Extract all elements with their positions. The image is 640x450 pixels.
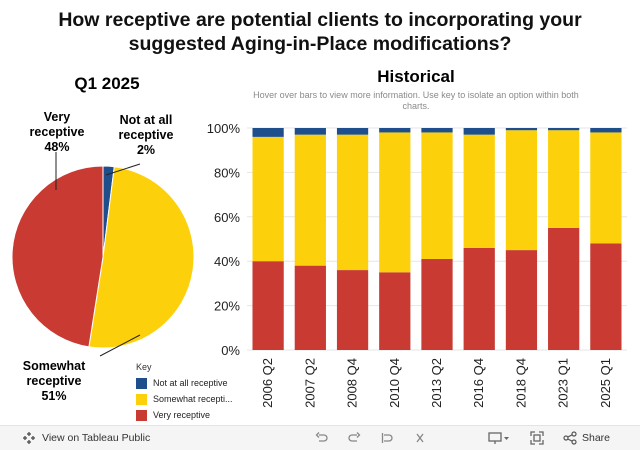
bar-segment-very-receptive[interactable] [421, 258, 453, 350]
undo-icon [315, 432, 328, 442]
share-button[interactable]: Share [563, 426, 610, 450]
fullscreen-button[interactable] [530, 430, 544, 446]
y-tick-label: 80% [214, 165, 240, 180]
bar-segment-very-receptive[interactable] [294, 265, 326, 350]
y-tick-label: 40% [214, 254, 240, 269]
bar-segment-somewhat-receptive[interactable] [548, 130, 580, 228]
x-tick-label: 2010 Q4 [387, 358, 402, 408]
x-tick-label: 2016 Q4 [471, 358, 486, 408]
key-title: Key [136, 362, 152, 372]
bar-segment-very-receptive[interactable] [548, 227, 580, 350]
bar-segment-somewhat-receptive[interactable] [505, 130, 538, 251]
key-item-somewhat[interactable]: Somewhat recepti... [136, 391, 246, 407]
swatch-somewhat [136, 393, 147, 405]
swatch-very [136, 409, 147, 421]
y-tick-label: 100% [207, 121, 241, 136]
x-tick-label: 2013 Q2 [429, 358, 444, 408]
charts-canvas: 0% 20% 40% 60% 80% 100% 2006 Q2 2007 Q2 2008 Q4 2… [11, 121, 627, 408]
dashboard-title: How receptive are potential clients to i… [0, 8, 640, 56]
leader-somewhat [99, 334, 141, 357]
tableau-logo-icon [23, 432, 35, 444]
pie-title: Q1 2025 [74, 74, 140, 93]
redo-icon [348, 432, 361, 442]
undo-button[interactable] [315, 430, 329, 446]
bar-segment-very-receptive[interactable] [379, 272, 411, 350]
bar-segment-not-at-all-receptive[interactable] [336, 128, 369, 135]
view-on-tableau-link[interactable]: View on Tableau Public [22, 426, 150, 450]
historical-title: Historical [377, 67, 455, 86]
color-key: Key Not at all receptive Somewhat recept… [136, 362, 246, 423]
key-item-not-at-all[interactable]: Not at all receptive [136, 375, 246, 391]
x-tick-label: 2008 Q4 [345, 358, 360, 408]
leader-not-at-all [105, 163, 141, 176]
share-label: Share [582, 432, 611, 444]
bar-segment-very-receptive[interactable] [252, 261, 284, 350]
tableau-toolbar: View on Tableau Public Share [0, 425, 640, 450]
bar-segment-somewhat-receptive[interactable] [336, 134, 369, 271]
pie-slice-somewhat[interactable] [88, 166, 195, 349]
bar-segment-not-at-all-receptive[interactable] [294, 128, 326, 135]
fullscreen-icon [530, 431, 544, 445]
swatch-not-at-all [136, 377, 147, 389]
subtitle-line-2: charts. [402, 101, 430, 111]
x-tick-label: 2006 Q2 [260, 358, 275, 408]
bar-segment-very-receptive[interactable] [505, 250, 538, 350]
key-item-very[interactable]: Very receptive [136, 407, 246, 423]
pie-slice-very[interactable] [11, 165, 104, 348]
x-tick-label: 2025 Q1 [598, 358, 613, 408]
pause-icon [416, 433, 424, 443]
pie-leader-lines [55, 152, 141, 357]
y-tick-label: 0% [221, 343, 240, 358]
bar-segment-somewhat-receptive[interactable] [252, 136, 284, 262]
bar-segment-somewhat-receptive[interactable] [590, 132, 622, 244]
device-layout-button[interactable] [488, 430, 510, 446]
pie-chart[interactable] [11, 165, 195, 349]
bar-segment-not-at-all-receptive[interactable] [463, 128, 495, 135]
title-line-2: suggested Aging-in-Place modifications? [128, 33, 512, 55]
bar-segment-somewhat-receptive[interactable] [294, 134, 326, 266]
bar-segment-not-at-all-receptive[interactable] [252, 128, 284, 137]
pie-label-not-at-all: Not at all receptive 2% [118, 113, 174, 157]
pause-button[interactable] [413, 430, 427, 446]
bar-segment-very-receptive[interactable] [590, 243, 622, 350]
revert-icon [381, 433, 393, 443]
x-tick-label: 2023 Q1 [556, 358, 571, 408]
bar-segment-not-at-all-receptive[interactable] [590, 128, 622, 133]
bar-segment-not-at-all-receptive[interactable] [548, 128, 580, 131]
title-line-1: How receptive are potential clients to i… [58, 9, 582, 31]
monitor-dropdown-icon [488, 432, 509, 444]
bar-segment-somewhat-receptive[interactable] [421, 132, 453, 259]
bar-segment-very-receptive[interactable] [463, 247, 495, 350]
view-on-tableau-label: View on Tableau Public [42, 432, 151, 444]
pie-label-somewhat: Somewhat receptive 51% [22, 359, 86, 403]
x-tick-label: 2018 Q4 [513, 358, 528, 408]
pie-label-very-receptive: Very receptive 48% [29, 110, 85, 154]
share-icon [563, 431, 577, 445]
bar-segment-not-at-all-receptive[interactable] [421, 128, 453, 133]
bar-segment-somewhat-receptive[interactable] [463, 134, 495, 248]
redo-button[interactable] [347, 430, 361, 446]
historical-subtitle: Hover over bars to view more information… [212, 90, 620, 112]
bar-segment-not-at-all-receptive[interactable] [379, 128, 411, 133]
bar-segment-not-at-all-receptive[interactable] [505, 128, 538, 131]
x-tick-label: 2007 Q2 [302, 358, 317, 408]
subtitle-line-1: Hover over bars to view more information… [253, 90, 579, 100]
stacked-bar-chart[interactable] [252, 128, 622, 350]
bar-segment-very-receptive[interactable] [336, 270, 369, 350]
y-tick-label: 20% [214, 299, 240, 314]
bar-segment-somewhat-receptive[interactable] [379, 132, 411, 273]
revert-button[interactable] [381, 430, 395, 446]
y-tick-label: 60% [214, 210, 240, 225]
